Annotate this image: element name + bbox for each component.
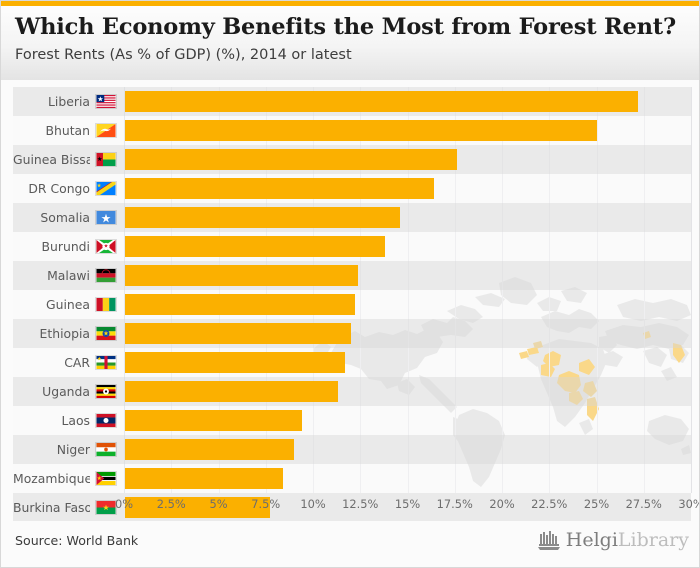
- country-label: Somalia: [40, 210, 90, 225]
- x-axis-tick-label: 30%: [678, 497, 699, 511]
- x-axis-tick-label: 27.5%: [625, 497, 662, 511]
- x-axis-tick-label: 17.5%: [436, 497, 473, 511]
- flag-guinea-bissau-icon: [95, 152, 117, 167]
- country-label: Laos: [61, 413, 90, 428]
- x-axis-tick-label: 25%: [583, 497, 610, 511]
- country-label: DR Congo: [28, 181, 90, 196]
- bar-row[interactable]: DR Congo: [13, 174, 691, 203]
- brand-logo[interactable]: HelgiLibrary: [537, 529, 689, 551]
- value-bar[interactable]: [125, 323, 351, 344]
- country-label: Uganda: [42, 384, 90, 399]
- brand-name-primary: Helgi: [565, 529, 618, 551]
- flag-liberia-icon: [95, 94, 117, 109]
- gridline: [691, 87, 692, 493]
- flag-guinea-icon: [95, 297, 117, 312]
- country-label: Burkina Faso: [13, 500, 90, 515]
- value-bar[interactable]: [125, 381, 338, 402]
- library-book-icon: [537, 531, 560, 550]
- chart-subtitle: Forest Rents (As % of GDP) (%), 2014 or …: [15, 47, 352, 63]
- source-label: Source: World Bank: [15, 533, 139, 548]
- flag-ethiopia-icon: [95, 326, 117, 341]
- top-accent-bar: [1, 1, 699, 6]
- value-bar[interactable]: [125, 497, 270, 518]
- chart-footer: Source: World Bank HelgiLibrary: [1, 521, 699, 567]
- bar-row[interactable]: Liberia: [13, 87, 691, 116]
- country-label: Burundi: [41, 239, 90, 254]
- value-bar[interactable]: [125, 352, 346, 373]
- bar-row[interactable]: CAR: [13, 348, 691, 377]
- bar-row[interactable]: Malawi: [13, 261, 691, 290]
- value-bar[interactable]: [125, 439, 295, 460]
- flag-bhutan-icon: [95, 123, 117, 138]
- flag-malawi-icon: [95, 268, 117, 283]
- bar-row[interactable]: Burundi: [13, 232, 691, 261]
- x-axis: 0% 2.5% 5% 7.5% 10% 12.5% 15% 17.5% 20% 22.5% 25% 2…: [13, 495, 699, 517]
- country-label: Liberia: [48, 94, 90, 109]
- x-axis-tick-label: 5%: [209, 497, 228, 511]
- bar-row[interactable]: Guinea Bissau: [13, 145, 691, 174]
- flag-burkina-faso-icon: [95, 500, 117, 515]
- flag-laos-icon: [95, 413, 117, 428]
- value-bar[interactable]: [125, 410, 302, 431]
- x-axis-tick-label: 2.5%: [156, 497, 186, 511]
- bar-row[interactable]: Guinea: [13, 290, 691, 319]
- country-label: Guinea: [46, 297, 90, 312]
- value-bar[interactable]: [125, 120, 597, 141]
- country-label: Niger: [56, 442, 90, 457]
- bar-row[interactable]: Niger: [13, 435, 691, 464]
- page-title: Which Economy Benefits the Most from For…: [15, 14, 676, 40]
- value-bar[interactable]: [125, 236, 385, 257]
- bar-row[interactable]: Mozambique: [13, 464, 691, 493]
- country-label: CAR: [64, 355, 90, 370]
- bar-rows: Liberia Bhutan Guinea Bissau DR Congo Somali…: [13, 87, 691, 522]
- x-axis-tick-label: 0%: [114, 497, 134, 511]
- flag-dr-congo-icon: [95, 181, 117, 196]
- value-bar[interactable]: [125, 294, 355, 315]
- flag-burundi-icon: [95, 239, 117, 254]
- x-axis-tick-label: 20%: [489, 497, 515, 511]
- x-axis-tick-label: 10%: [300, 497, 326, 511]
- value-bar[interactable]: [125, 149, 457, 170]
- chart-header: Which Economy Benefits the Most from For…: [1, 6, 699, 80]
- value-bar[interactable]: [125, 178, 434, 199]
- flag-uganda-icon: [95, 384, 117, 399]
- bar-row[interactable]: Bhutan: [13, 116, 691, 145]
- country-label: Ethiopia: [39, 326, 90, 341]
- bar-row[interactable]: Uganda: [13, 377, 691, 406]
- value-bar[interactable]: [125, 207, 400, 228]
- country-label: Bhutan: [45, 123, 90, 138]
- value-bar[interactable]: [125, 265, 359, 286]
- bar-row[interactable]: Somalia: [13, 203, 691, 232]
- value-bar[interactable]: [125, 468, 283, 489]
- flag-somalia-icon: [95, 210, 117, 225]
- value-bar[interactable]: [125, 91, 639, 112]
- country-label: Malawi: [47, 268, 90, 283]
- country-label: Mozambique: [13, 471, 90, 486]
- bar-row[interactable]: Ethiopia: [13, 319, 691, 348]
- bar-row[interactable]: Burkina Faso: [13, 493, 691, 522]
- x-axis-tick-label: 15%: [394, 497, 421, 511]
- x-axis-tick-label: 7.5%: [251, 497, 281, 511]
- country-label: Guinea Bissau: [13, 152, 90, 167]
- x-axis-tick-label: 22.5%: [531, 497, 568, 511]
- flag-niger-icon: [95, 442, 117, 457]
- brand-name-secondary: Library: [617, 529, 689, 551]
- flag-car-icon: [95, 355, 117, 370]
- bar-row[interactable]: Laos: [13, 406, 691, 435]
- flag-mozambique-icon: [95, 471, 117, 486]
- x-axis-tick-label: 12.5%: [342, 497, 379, 511]
- plot-area: Liberia Bhutan Guinea Bissau DR Congo Somali…: [13, 87, 692, 522]
